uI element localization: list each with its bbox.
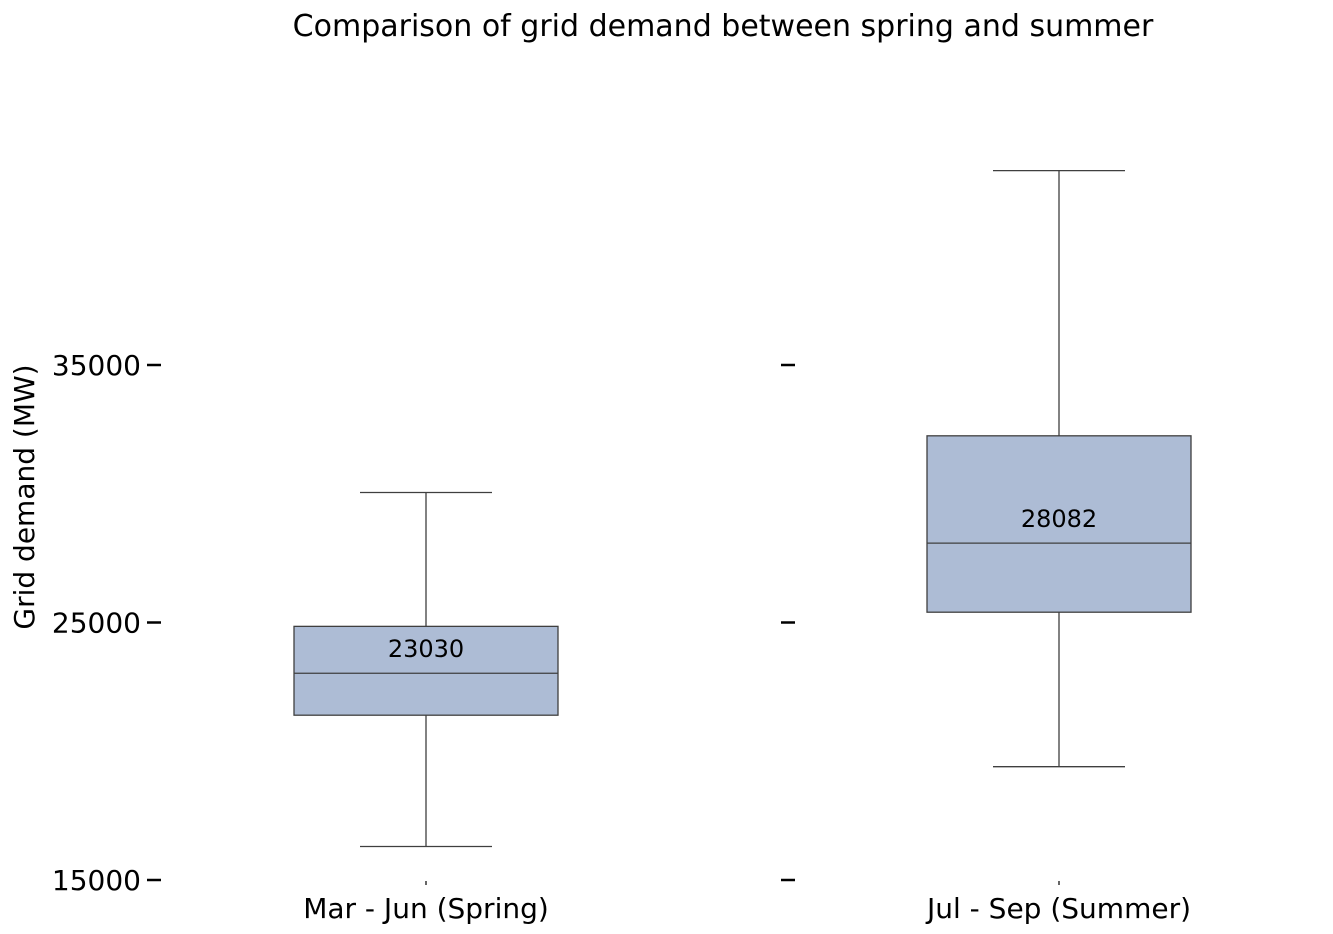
y-tick-label: 35000 [52, 349, 141, 382]
box-group: 23030 [293, 491, 559, 848]
box-group: 28082 [926, 169, 1192, 768]
median-label: 23030 [388, 635, 464, 663]
median-label: 28082 [1021, 505, 1097, 533]
y-tick-label: 25000 [52, 607, 141, 640]
secondary-y-axis [781, 363, 795, 882]
chart-title: Comparison of grid demand between spring… [293, 9, 1154, 44]
y-tick-label: 15000 [52, 864, 141, 897]
x-axis: Mar - Jun (Spring) Jul - Sep (Summer) [303, 881, 1191, 925]
box-iqr [926, 435, 1192, 613]
y-axis: 15000 25000 35000 [52, 349, 161, 897]
x-tick-label: Jul - Sep (Summer) [925, 892, 1191, 925]
y-axis-label: Grid demand (MW) [8, 364, 41, 629]
x-tick-label: Mar - Jun (Spring) [303, 892, 549, 925]
box-iqr [293, 625, 559, 716]
box-series: 23030 28082 [293, 169, 1192, 848]
